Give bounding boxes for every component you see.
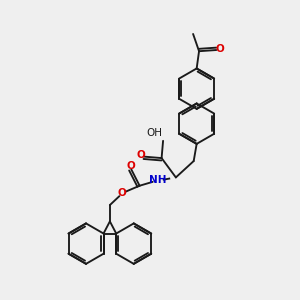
Text: OH: OH xyxy=(146,128,162,138)
Text: O: O xyxy=(215,44,224,54)
Text: O: O xyxy=(126,160,135,170)
Text: NH: NH xyxy=(149,176,166,185)
Text: O: O xyxy=(136,150,145,161)
Text: O: O xyxy=(118,188,127,198)
